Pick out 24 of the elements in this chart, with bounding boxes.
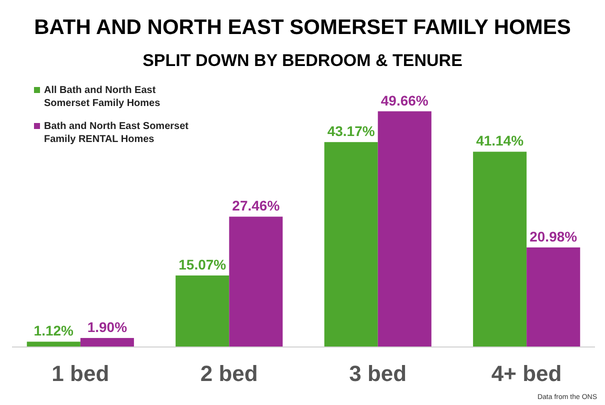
x-tick-label: 2 bed (200, 361, 258, 386)
data-label: 1.12% (34, 322, 74, 339)
bar (176, 275, 230, 347)
chart-title: BATH AND NORTH EAST SOMERSET FAMILY HOMES (34, 16, 571, 39)
data-label: 27.46% (232, 198, 280, 214)
bar (324, 142, 378, 347)
legend-label: All Bath and North East Somerset Family Homes (44, 85, 161, 109)
data-label: 1.90% (87, 318, 128, 335)
bar (80, 338, 134, 347)
data-label: 43.17% (327, 123, 376, 140)
bar (229, 216, 283, 347)
x-tick-label: 1 bed (52, 361, 110, 386)
data-label: 15.07% (178, 256, 227, 272)
x-tick-label: 3 bed (349, 361, 407, 386)
chart-subtitle: SPLIT DOWN BY BEDROOM & TENURE (142, 51, 462, 70)
bar (473, 152, 527, 347)
bar (526, 247, 580, 347)
data-label: 20.98% (530, 228, 578, 244)
data-label: 41.14% (476, 132, 524, 149)
x-tick-label: 4+ bed (491, 361, 562, 386)
data-label: 49.66% (380, 92, 429, 108)
bar (378, 111, 432, 347)
bar (26, 342, 80, 347)
legend-label: Bath and North East Somerset Family RENTAL Homes (44, 121, 190, 145)
